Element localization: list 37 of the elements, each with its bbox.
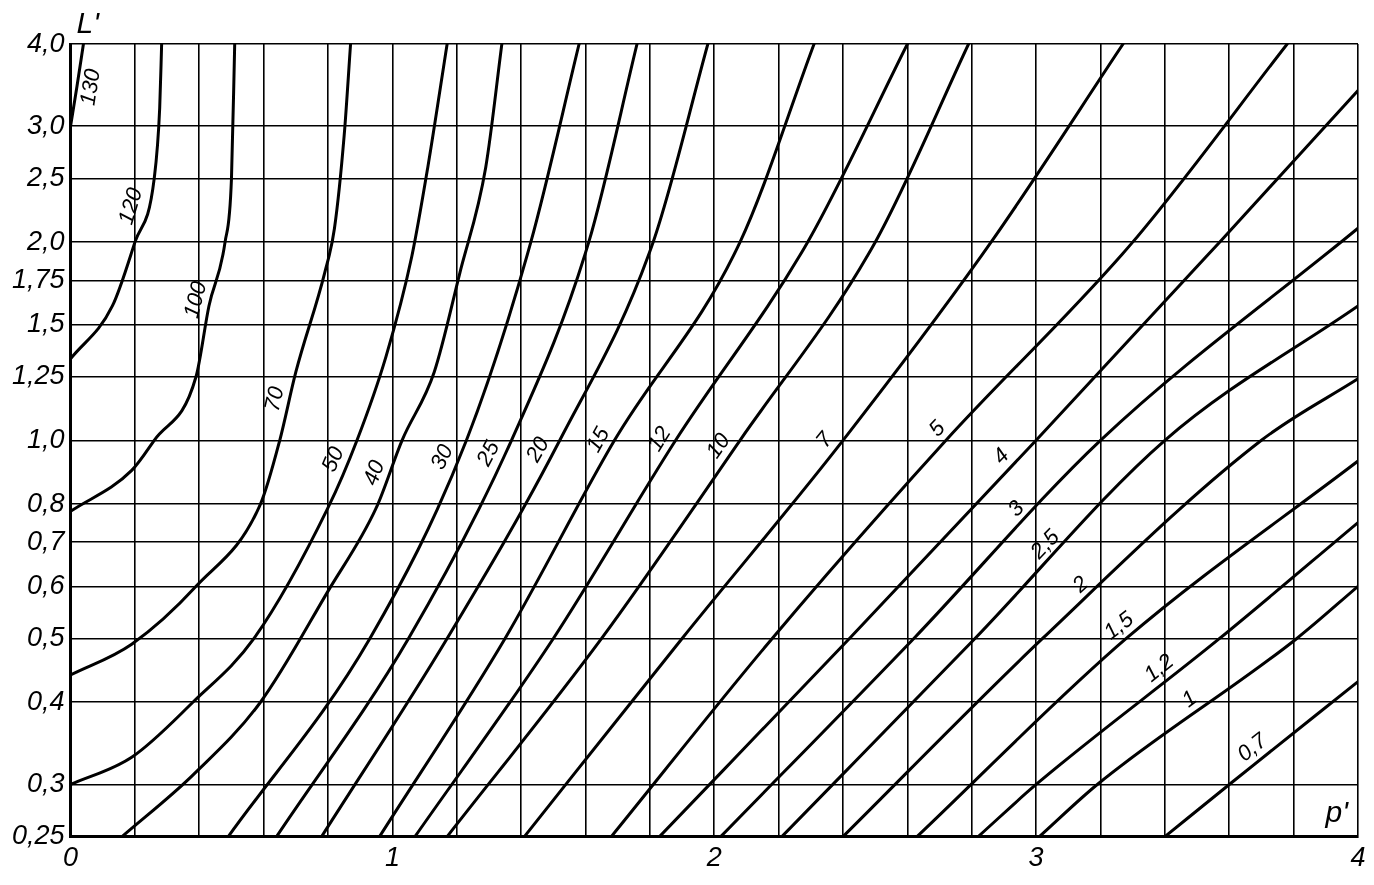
text: 1,5 — [1098, 605, 1139, 645]
y-tick-label: 4,0 — [27, 27, 65, 58]
text: 2,5 — [1024, 523, 1065, 565]
y-tick-label: 0,7 — [27, 525, 66, 556]
text: 130 — [74, 66, 105, 108]
y-tick-label: 1,0 — [27, 423, 65, 454]
y-tick-label: 3,0 — [27, 109, 65, 140]
text: 1,2 — [1138, 648, 1179, 687]
x-tick-label: 4 — [1350, 842, 1366, 873]
text: 4 — [987, 442, 1014, 469]
x-tick-label: 3 — [1028, 842, 1044, 873]
y-tick-label: 0,4 — [27, 685, 65, 716]
text: 25 — [470, 435, 505, 471]
text: 20 — [519, 431, 555, 467]
y-axis-title: L' — [76, 6, 101, 40]
y-tick-label: 1,25 — [11, 360, 66, 391]
y-tick-label: 1,5 — [27, 307, 66, 338]
text: 50 — [315, 442, 349, 476]
y-tick-label: 0,5 — [27, 621, 66, 652]
text: 40 — [357, 455, 390, 489]
y-tick-label: 0,6 — [27, 569, 66, 600]
y-tick-label: 2,5 — [26, 161, 66, 192]
text: 7 — [810, 426, 838, 453]
x-tick-label: 2 — [705, 842, 722, 873]
text: 5 — [923, 414, 951, 442]
x-axis-title: p' — [1324, 794, 1350, 828]
y-tick-label: 0,25 — [11, 820, 66, 851]
x-tick-label: 1 — [384, 842, 400, 873]
y-tick-label: 1,75 — [11, 263, 66, 294]
text: 30 — [424, 439, 459, 474]
x-tick-label: 0 — [63, 842, 79, 873]
text: 0,7 — [1231, 727, 1273, 767]
text: 70 — [258, 383, 289, 414]
y-tick-label: 2,0 — [26, 225, 65, 256]
text: 120 — [112, 184, 148, 228]
y-tick-label: 0,3 — [27, 768, 65, 798]
y-tick-label: 0,8 — [27, 487, 65, 518]
